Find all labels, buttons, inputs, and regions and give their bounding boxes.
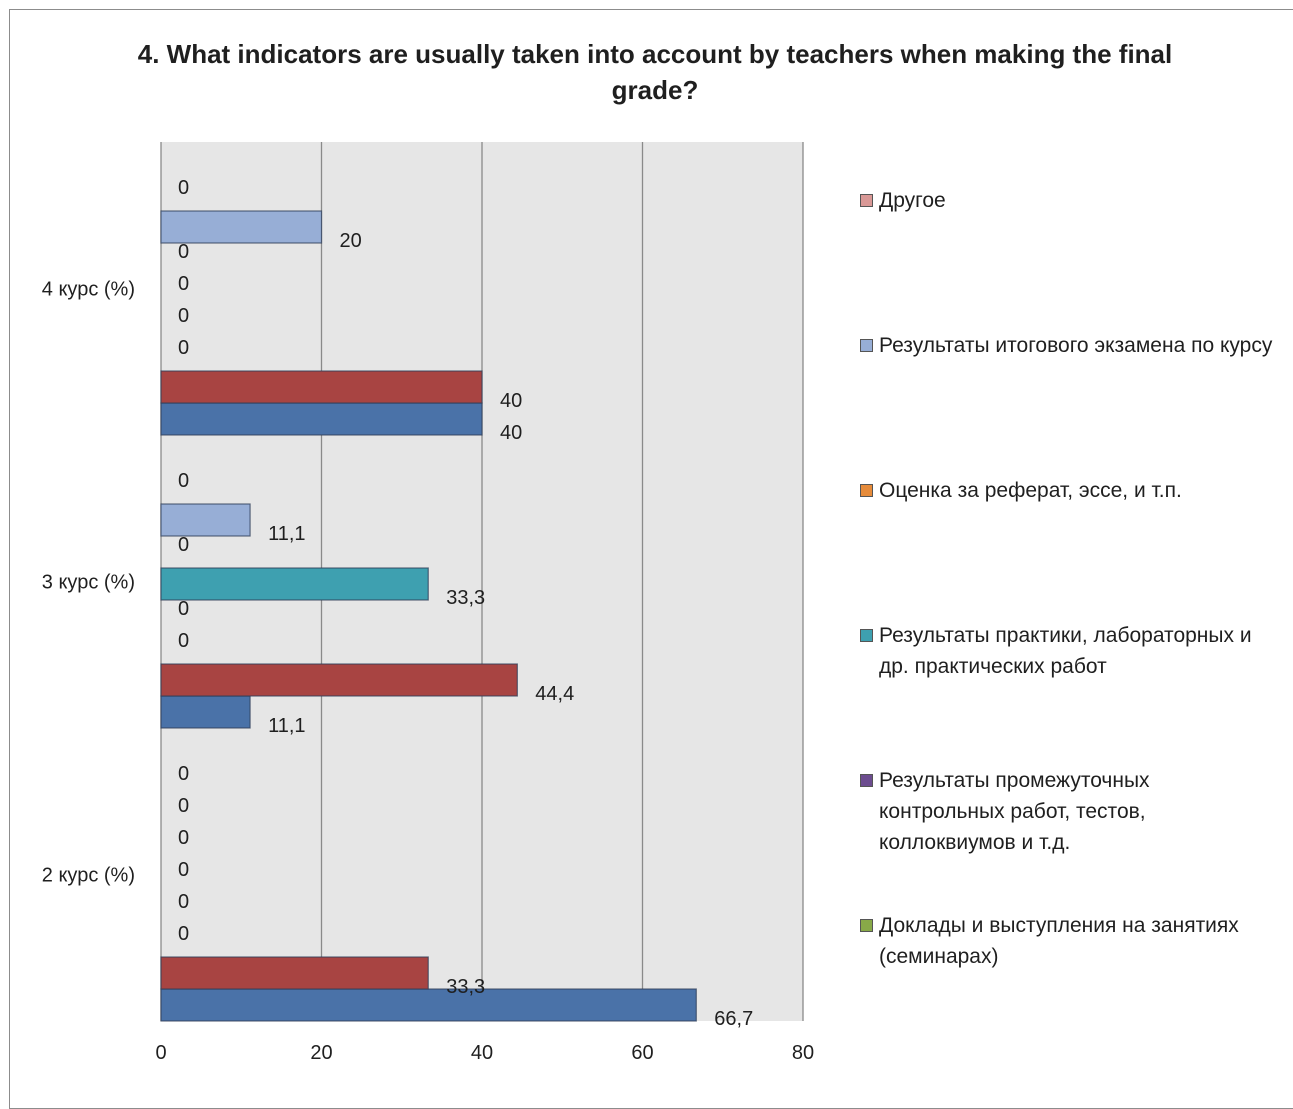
bar-7-2 bbox=[160, 503, 251, 537]
legend-item: Результаты практики, лабораторных и др. … bbox=[860, 620, 1280, 682]
legend-item: Доклады и выступления на занятиях (семин… bbox=[860, 910, 1280, 972]
chart-title: 4. What indicators are usually taken int… bbox=[137, 39, 1173, 105]
data-label: 11,1 bbox=[268, 715, 305, 737]
x-tick-label: 0 bbox=[155, 1042, 166, 1064]
data-label: 0 bbox=[178, 859, 189, 881]
bar-2-1 bbox=[160, 956, 429, 990]
data-label: 0 bbox=[178, 598, 189, 620]
data-label: 0 bbox=[178, 630, 189, 652]
legend-label: Результаты итогового экзамена по курсу bbox=[879, 334, 1273, 357]
data-label: 0 bbox=[178, 305, 189, 327]
bar-1-2 bbox=[160, 695, 251, 729]
data-label: 0 bbox=[178, 337, 189, 359]
data-label: 0 bbox=[178, 534, 189, 556]
data-label: 0 bbox=[178, 891, 189, 913]
legend-swatch bbox=[860, 484, 873, 497]
data-label: 0 bbox=[178, 827, 189, 849]
y-category-label: 2 курс (%) bbox=[42, 865, 135, 887]
x-tick-label: 40 bbox=[471, 1042, 493, 1064]
bar-2-3 bbox=[160, 370, 483, 404]
data-label: 11,1 bbox=[268, 523, 305, 545]
y-category-label: 4 курс (%) bbox=[42, 279, 135, 301]
bar-7-3 bbox=[160, 210, 323, 244]
x-tick-label: 20 bbox=[310, 1042, 332, 1064]
legend-label: Оценка за реферат, эссе, и т.п. bbox=[879, 479, 1182, 502]
y-category-label: 3 курс (%) bbox=[42, 572, 135, 594]
legend-swatch bbox=[860, 194, 873, 207]
legend-swatch bbox=[860, 919, 873, 932]
data-label: 0 bbox=[178, 177, 189, 199]
legend-label: Доклады и выступления на занятиях (семин… bbox=[879, 914, 1239, 968]
bar-2-2 bbox=[160, 663, 518, 697]
data-label: 66,7 bbox=[714, 1008, 753, 1030]
x-tick-label: 80 bbox=[792, 1042, 814, 1064]
data-label: 0 bbox=[178, 470, 189, 492]
data-label: 20 bbox=[340, 230, 362, 252]
data-label: 44,4 bbox=[535, 683, 574, 705]
legend-item: Другое bbox=[860, 185, 1280, 216]
bar-chart: 0 20 40 60 80 2 курс (%) 66,7 33,3 0 0 0 0 0 0 3 курс … bbox=[42, 142, 814, 1064]
legend: Другое Результаты итогового экзамена по к… bbox=[860, 0, 1290, 1100]
bar-5-2 bbox=[160, 567, 429, 601]
legend-item: Результаты промежуточных контрольных раб… bbox=[860, 765, 1280, 858]
data-label: 0 bbox=[178, 763, 189, 785]
x-tick-label: 60 bbox=[631, 1042, 653, 1064]
legend-label: Результаты практики, лабораторных и др. … bbox=[879, 624, 1252, 678]
legend-item: Оценка за реферат, эссе, и т.п. bbox=[860, 475, 1280, 506]
legend-swatch bbox=[860, 339, 873, 352]
data-label: 0 bbox=[178, 923, 189, 945]
legend-swatch bbox=[860, 774, 873, 787]
legend-item: Результаты итогового экзамена по курсу bbox=[860, 330, 1280, 361]
data-label: 0 bbox=[178, 273, 189, 295]
data-label: 40 bbox=[500, 422, 522, 444]
data-label: 33,3 bbox=[446, 587, 485, 609]
legend-label: Результаты промежуточных контрольных раб… bbox=[879, 769, 1150, 854]
bar-1-3 bbox=[160, 402, 483, 436]
data-label: 33,3 bbox=[446, 976, 485, 998]
data-label: 0 bbox=[178, 241, 189, 263]
data-label: 40 bbox=[500, 390, 522, 412]
legend-label: Другое bbox=[879, 189, 946, 212]
data-label: 0 bbox=[178, 795, 189, 817]
bar-1-1 bbox=[160, 988, 697, 1022]
legend-swatch bbox=[860, 629, 873, 642]
